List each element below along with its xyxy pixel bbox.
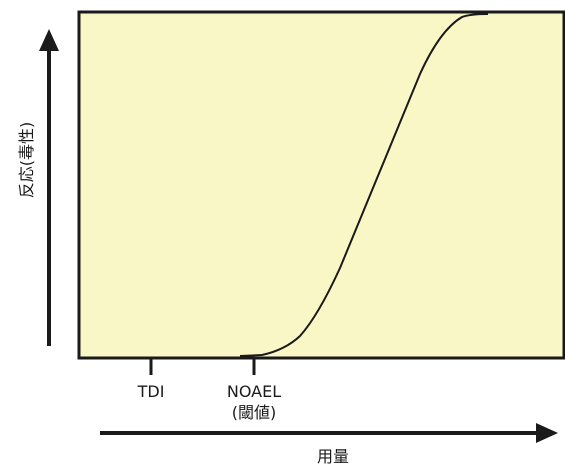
plot-area [77, 10, 565, 360]
tdi-label: TDI [137, 382, 165, 401]
y-axis-arrowhead [39, 29, 59, 51]
y-axis-label: 反応(毒性) [17, 122, 36, 199]
threshold-label: (閾値) [232, 403, 277, 422]
noael-label: NOAEL [227, 382, 281, 401]
x-axis-label: 用量 [317, 447, 349, 466]
dose-response-curve [239, 13, 489, 357]
x-axis-arrowhead [536, 423, 558, 443]
